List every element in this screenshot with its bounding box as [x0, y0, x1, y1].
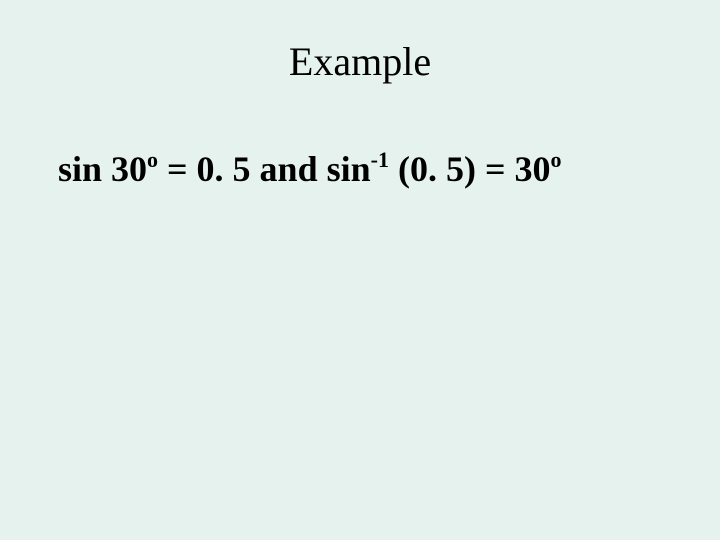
eq-part-3: (0. 5) = 30 [389, 149, 551, 189]
eq-superscript-inverse: -1 [371, 147, 389, 172]
eq-part-2: = 0. 5 and sin [158, 149, 371, 189]
slide: Example sin 30o = 0. 5 and sin-1 (0. 5) … [0, 0, 720, 540]
eq-superscript-degree-1: o [147, 147, 158, 172]
slide-title: Example [0, 38, 720, 85]
equation-line: sin 30o = 0. 5 and sin-1 (0. 5) = 30o [58, 148, 561, 190]
eq-superscript-degree-2: o [550, 147, 561, 172]
eq-part-1: sin 30 [58, 149, 147, 189]
